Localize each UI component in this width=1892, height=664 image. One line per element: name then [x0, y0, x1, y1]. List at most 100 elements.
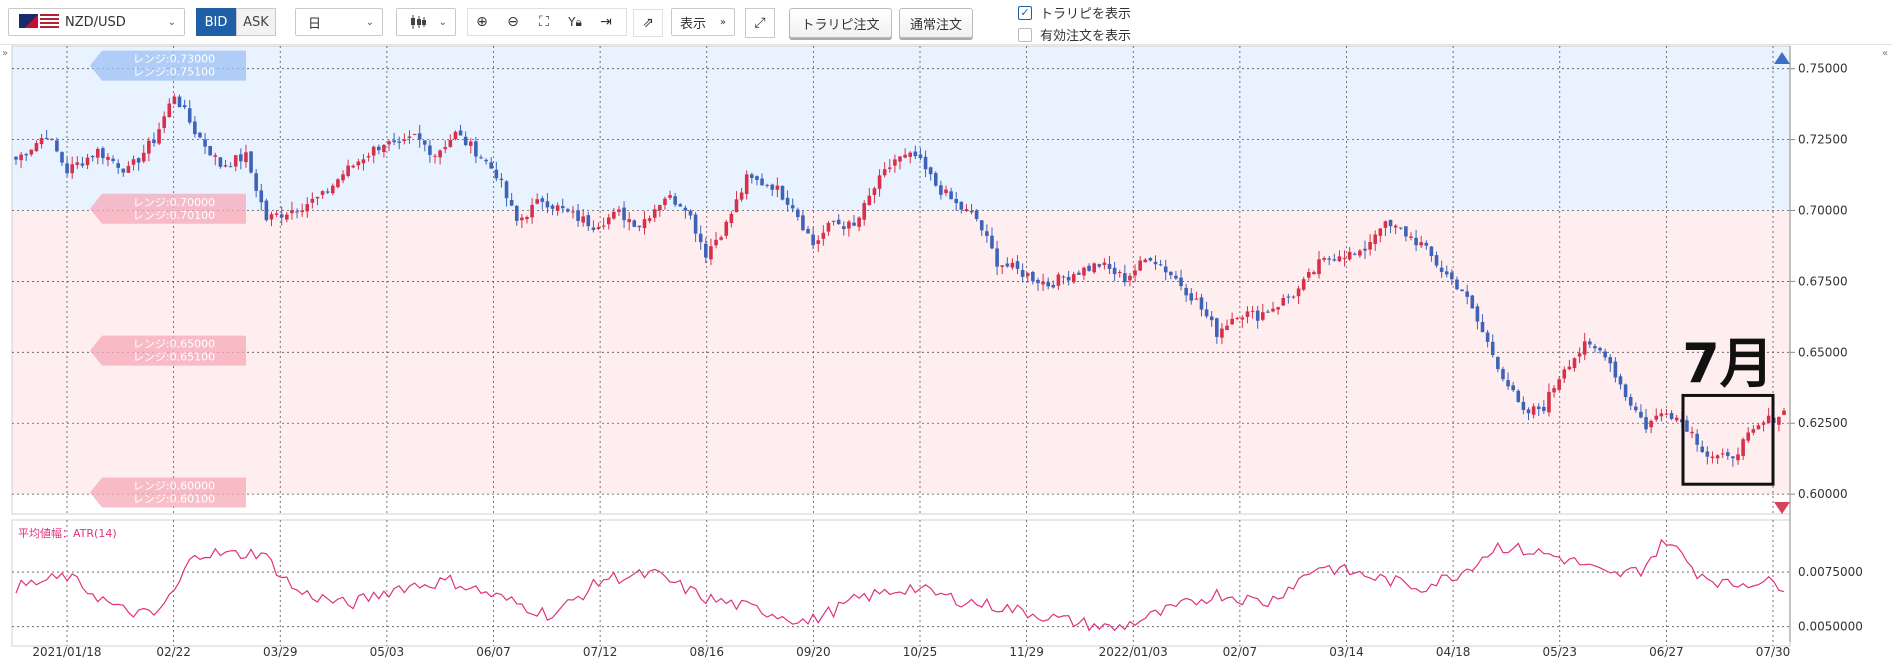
- show-active-checkbox[interactable]: [1018, 27, 1032, 42]
- candle-body: [1358, 250, 1362, 256]
- candle-body: [893, 159, 897, 166]
- collapse-left-icon[interactable]: »: [2, 48, 9, 59]
- candle-body: [1465, 291, 1469, 297]
- candle-body: [760, 178, 764, 186]
- candle-body: [453, 131, 458, 140]
- candle-body: [739, 192, 744, 200]
- candle-body: [1352, 253, 1357, 255]
- candle-body: [974, 210, 979, 219]
- trap-repeat-order-button[interactable]: トラリピ注文: [789, 8, 892, 38]
- candle-body: [290, 210, 294, 214]
- collapse-right-icon[interactable]: «: [1882, 48, 1889, 59]
- candle-body: [1588, 341, 1592, 345]
- candle-body: [734, 199, 739, 213]
- candle-body: [1715, 455, 1720, 459]
- candle-body: [923, 156, 928, 170]
- candle-body: [770, 184, 775, 190]
- currency-pair-select[interactable]: NZD/USD ⌄: [8, 8, 185, 36]
- candle-body: [744, 174, 749, 194]
- candle-body: [514, 205, 519, 221]
- show-trap-checkbox[interactable]: ✓: [1018, 5, 1032, 20]
- timeframe-select[interactable]: 日 ⌄: [295, 8, 383, 36]
- candle-body: [841, 226, 846, 229]
- candle-body: [504, 181, 509, 199]
- candle-body: [1506, 380, 1510, 387]
- candle-body: [836, 219, 841, 225]
- candle-body: [1777, 416, 1781, 425]
- x-tick-label: 02/22: [156, 645, 191, 659]
- expand-icon[interactable]: ⤢: [745, 8, 775, 38]
- chart-type-select[interactable]: ⌄: [396, 8, 456, 36]
- display-menu-button[interactable]: 表示 »: [671, 8, 735, 36]
- atr-line: [15, 538, 1785, 632]
- candle-body: [331, 185, 335, 194]
- candle-body: [443, 147, 448, 150]
- candle-body: [571, 211, 575, 213]
- candle-body: [887, 167, 892, 169]
- candle-body: [1649, 420, 1653, 428]
- normal-order-button[interactable]: 通常注文: [899, 8, 973, 38]
- candle-body: [147, 140, 151, 154]
- x-tick-label: 2022/01/03: [1099, 645, 1168, 659]
- candle-body: [228, 166, 233, 168]
- candle-body: [397, 141, 402, 143]
- y-tick-label: 0.72500: [1798, 133, 1848, 147]
- candle-body: [1577, 353, 1582, 357]
- candle-body: [724, 221, 729, 236]
- candle-body: [407, 136, 412, 138]
- candle-body: [852, 222, 856, 226]
- toolbar-group-tools: [467, 8, 627, 36]
- zoom-out-icon[interactable]: ⊖: [507, 14, 519, 30]
- candle-body: [494, 169, 499, 179]
- candle-body: [356, 161, 361, 166]
- chevron-down-icon: ⌄: [365, 16, 374, 28]
- candle-body: [1618, 376, 1623, 385]
- candle-body: [101, 148, 105, 159]
- zoom-in-icon[interactable]: ⊕: [476, 14, 488, 30]
- y-axis-lock-icon[interactable]: Y🔒︎: [568, 14, 582, 29]
- ask-button[interactable]: ASK: [236, 8, 276, 36]
- candle-body: [387, 141, 391, 145]
- candle-body: [1460, 289, 1464, 292]
- candle-body: [944, 189, 948, 194]
- candle-body: [402, 139, 407, 142]
- candle-body: [1582, 341, 1587, 355]
- x-tick-label: 06/07: [476, 645, 511, 659]
- candle-body: [1179, 277, 1183, 287]
- candle-body: [647, 218, 652, 221]
- bid-button[interactable]: BID: [196, 8, 236, 36]
- candle-body: [412, 133, 417, 135]
- candle-body: [1746, 432, 1751, 441]
- y-axis: 0.75000 0.72500 0.70000 0.67500 0.65000 0.625…: [1774, 46, 1848, 642]
- candle-body: [279, 214, 284, 218]
- candle-body: [535, 199, 539, 204]
- show-active-check-row[interactable]: 有効注文を表示: [1018, 25, 1131, 44]
- candle-body: [1378, 228, 1383, 236]
- july-highlight-box: [1681, 393, 1775, 486]
- range-tag: [90, 477, 246, 508]
- candle-body: [1547, 391, 1551, 413]
- candle-body: [1143, 259, 1148, 263]
- candle-body: [1674, 417, 1679, 421]
- candle-body: [1593, 346, 1597, 349]
- candle-body: [1761, 422, 1766, 425]
- candle-body: [1174, 275, 1178, 279]
- x-tick-label: 07/12: [583, 645, 618, 659]
- fit-screen-icon[interactable]: ⛶: [539, 14, 549, 30]
- add-indicator-icon[interactable]: ⇗: [633, 9, 663, 37]
- candle-body: [484, 159, 488, 162]
- candle-body: [1322, 258, 1326, 260]
- range-tag-line2: レンジ:0.70100: [133, 209, 215, 222]
- candle-body: [433, 155, 437, 157]
- candle-body: [811, 234, 815, 246]
- candle-body: [637, 225, 642, 228]
- candle-body: [233, 155, 238, 167]
- show-trap-check-row[interactable]: ✓ トラリピを表示: [1018, 3, 1131, 22]
- candle-body: [1306, 272, 1311, 278]
- candle-body: [1623, 384, 1628, 398]
- candle-body: [259, 190, 264, 203]
- range-tag-line1: レンジ:0.73000: [133, 53, 215, 66]
- jump-latest-icon[interactable]: ⇥: [600, 14, 612, 30]
- candle-body: [1490, 341, 1495, 356]
